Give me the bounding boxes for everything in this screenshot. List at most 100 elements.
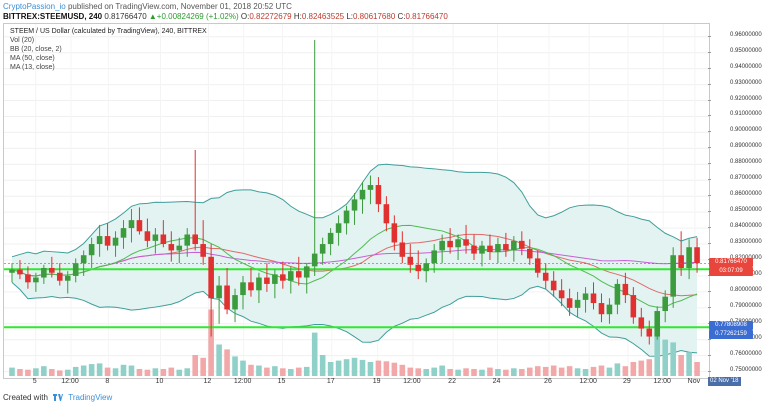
price-chart[interactable] <box>4 24 709 378</box>
candle-body <box>519 240 525 249</box>
x-tick-label: 26 <box>544 378 552 385</box>
candle-body <box>224 285 230 310</box>
candle-body <box>17 269 23 275</box>
volume-bar <box>80 365 87 376</box>
volume-bar <box>423 369 430 376</box>
candle-body <box>264 277 270 284</box>
volume-bar <box>511 368 517 376</box>
volume-bar <box>375 360 382 376</box>
candle-body <box>192 234 198 245</box>
candle-body <box>240 282 246 296</box>
volume-bar <box>351 357 358 376</box>
volume-bar <box>487 367 493 376</box>
volume-bar <box>391 362 398 376</box>
y-tick-label: 0.76000000 <box>730 350 762 357</box>
footer: Created with TradingView <box>3 393 112 402</box>
tradingview-link[interactable]: TradingView <box>68 393 113 402</box>
volume-bar <box>335 360 342 376</box>
volume-bar <box>208 309 214 376</box>
candle-body <box>566 298 573 308</box>
volume-bar <box>471 369 477 376</box>
x-tick-label: 5 <box>32 378 37 385</box>
volume-bar <box>678 355 684 376</box>
candle-body <box>646 328 653 337</box>
x-tick-label: 12:00 <box>403 378 421 385</box>
x-tick-label: 10 <box>155 378 164 385</box>
y-tick-mark <box>708 51 711 53</box>
volume-bar <box>295 367 302 376</box>
ticker-line: BITTREX:STEEMUSD, 240 0.81766470 ▲+0.008… <box>3 12 448 21</box>
volume-bar <box>288 369 294 376</box>
legend-ma50[interactable]: MA (50, close) <box>10 55 55 62</box>
candle-body <box>359 189 366 200</box>
candle-body <box>542 272 549 281</box>
candle-body <box>120 228 127 238</box>
candle-body <box>487 245 493 253</box>
low-label: L: <box>346 12 353 21</box>
candle-body <box>407 256 414 265</box>
volume-bar <box>598 365 605 376</box>
candle-body <box>423 263 430 272</box>
bollinger-lower-line <box>11 281 698 357</box>
volume-bar <box>327 362 334 376</box>
candle-body <box>431 250 437 264</box>
candle-body <box>590 293 597 304</box>
volume-bar <box>614 363 621 376</box>
ma13-line <box>11 224 698 308</box>
volume-bar <box>33 368 39 376</box>
candle-body <box>80 255 87 264</box>
close-label: C: <box>397 12 406 21</box>
volume-bar <box>49 369 55 376</box>
candle-body <box>327 232 334 245</box>
volume-bar <box>256 365 262 376</box>
y-tick-label: 0.91000000 <box>730 111 762 118</box>
price-axis[interactable]: 0.96000000 0.95000000 0.94000000 0.93000000… <box>708 23 768 377</box>
volume-bar <box>519 369 525 376</box>
legend-ma13[interactable]: MA (13, close) <box>10 64 55 71</box>
candle-body <box>128 220 135 229</box>
volume-bar <box>343 359 350 376</box>
volume-bar <box>88 364 95 376</box>
author-link[interactable]: CryptoPassion_io <box>3 2 66 11</box>
candle-body <box>574 299 581 308</box>
volume-bar <box>407 367 414 376</box>
time-axis[interactable]: 5 12:00 8 10 12 12:00 15 17 19 12:00 22 24 26 12:00 29… <box>3 377 708 387</box>
candle-body <box>176 245 183 251</box>
candle-body <box>375 185 382 205</box>
y-tick-mark <box>708 370 711 372</box>
x-tick-label: 24 <box>492 378 501 385</box>
date-badge: 02 Nov '18 <box>708 377 741 386</box>
candle-body <box>447 240 453 248</box>
volume-bar <box>303 366 310 376</box>
x-tick-label: 17 <box>326 378 335 385</box>
candle-body <box>25 274 31 283</box>
y-tick-label: 0.94000000 <box>730 63 762 70</box>
volume-bar <box>638 360 645 376</box>
volume-bar <box>670 342 676 376</box>
candle-body <box>479 245 485 254</box>
volume-bar <box>431 367 437 376</box>
volume-bar <box>128 365 135 376</box>
y-tick-label: 0.86000000 <box>730 191 762 198</box>
volume-bar <box>542 366 549 376</box>
candle-body <box>200 244 206 257</box>
created-with: Created with <box>3 393 48 402</box>
volume-bar <box>590 366 597 376</box>
candle-body <box>168 244 175 251</box>
x-tick-label: 15 <box>277 378 286 385</box>
x-tick-label: 8 <box>105 378 110 385</box>
y-tick-label: 0.83000000 <box>730 239 762 246</box>
y-tick-mark <box>708 195 711 197</box>
chart-pane[interactable]: STEEM / US Dollar (calculated by Trading… <box>3 23 710 379</box>
volume-bar <box>686 352 692 376</box>
high-value: 0.82463525 <box>301 12 345 21</box>
volume-bar <box>192 355 198 376</box>
y-tick-label: 0.92000000 <box>730 95 762 102</box>
y-tick-label: 0.88000000 <box>730 159 762 166</box>
volume-bar <box>224 349 230 376</box>
candle-body <box>534 258 541 273</box>
candle-body <box>399 242 406 257</box>
countdown-label: 03:07:09 <box>709 267 753 277</box>
legend-vol[interactable]: Vol (20) <box>10 37 35 44</box>
legend-bb[interactable]: BB (20, close, 2) <box>10 46 62 53</box>
